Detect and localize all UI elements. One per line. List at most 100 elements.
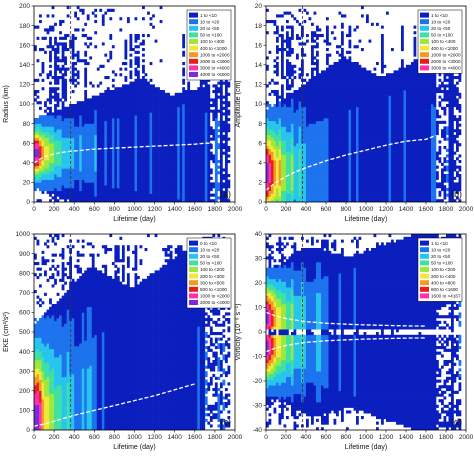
legend-swatch (420, 273, 429, 279)
legend-swatch (189, 267, 198, 272)
legend-swatch (420, 25, 429, 31)
legend-label: 1 to <10 (431, 13, 448, 18)
x-tick-label: 400 (301, 434, 312, 441)
legend-label: 20 to <50 (200, 26, 220, 31)
legend-label: 1 to <10 (431, 241, 448, 246)
legend-label: 200 to <400 (431, 274, 456, 279)
legend-swatch (189, 19, 198, 25)
legend-swatch (420, 19, 429, 25)
legend-swatch (189, 260, 198, 266)
x-tick-label: 600 (321, 434, 332, 441)
x-tick-label: 400 (301, 206, 312, 213)
y-tick-label: 1000 (16, 231, 31, 238)
y-tick-label: -20 (253, 378, 263, 385)
x-tick-label: 1800 (208, 206, 223, 213)
y-tick-label: 180 (19, 23, 30, 30)
y-tick-label: 2 (258, 180, 262, 187)
y-tick-label: 80 (23, 121, 31, 128)
mean-curve (265, 311, 427, 327)
y-tick-label: -10 (253, 354, 263, 361)
legend-label: 2000 to <3000 (200, 59, 230, 64)
legend-label: 400 to <800 (431, 280, 456, 285)
panel-letter: (d) (451, 417, 462, 427)
legend-label: 200 to <300 (200, 274, 225, 279)
y-tick-label: 160 (19, 42, 30, 49)
legend-label: 10 to <20 (200, 19, 220, 24)
legend-swatch (189, 12, 198, 18)
y-tick-label: 500 (19, 329, 30, 336)
x-tick-label: 1400 (167, 434, 182, 441)
x-tick-label: 200 (281, 434, 292, 441)
legend-label: 1000 to <2000 (200, 294, 230, 299)
y-tick-label: 700 (19, 290, 30, 297)
legend-label: 500 to <1000 (200, 287, 227, 292)
legend-label: 1000 to <2000 (431, 52, 461, 57)
x-tick-label: 200 (49, 206, 60, 213)
legend-label: 100 to <200 (431, 267, 456, 272)
y-tick-label: 100 (19, 101, 30, 108)
mean-curve (265, 134, 437, 191)
legend-swatch (420, 247, 429, 253)
y-tick-label: 14 (255, 62, 263, 69)
legend-swatch (420, 293, 429, 299)
legend-swatch (420, 32, 429, 38)
y-tick-label: 20 (255, 3, 263, 10)
x-tick-label: 200 (281, 206, 292, 213)
x-tick-label: 1600 (188, 206, 203, 213)
mean-curve-negative (265, 337, 427, 353)
legend-label: 50 to <100 (431, 33, 453, 38)
legend-label: 3000 to <4000 (431, 66, 461, 71)
y-tick-label: 60 (23, 140, 31, 147)
y-tick-label: -30 (253, 403, 263, 410)
x-tick-label: 0 (32, 206, 36, 213)
y-tick-label: 40 (255, 231, 263, 238)
y-tick-label: 100 (19, 408, 30, 415)
legend-label: 3000 to <4000 (200, 66, 230, 71)
x-tick-label: 1400 (167, 206, 182, 213)
legend-label: 10 to <20 (200, 247, 220, 252)
x-tick-label: 1600 (419, 206, 434, 213)
x-tick-label: 600 (89, 206, 100, 213)
x-tick-label: 600 (89, 434, 100, 441)
legend-swatch (189, 39, 198, 44)
x-axis-label: Lifetime (day) (113, 444, 155, 451)
y-tick-label: 900 (19, 251, 30, 258)
legend-label: 2000 to <3000 (431, 59, 461, 64)
y-tick-label: 120 (19, 82, 30, 89)
y-tick-label: 8 (258, 121, 262, 128)
x-tick-label: 1000 (359, 206, 374, 213)
legend-label: 50 to <100 (200, 33, 222, 38)
x-tick-label: 0 (264, 434, 268, 441)
y-tick-label: 0 (258, 199, 262, 206)
legend-swatch (189, 52, 198, 58)
y-tick-label: 18 (255, 23, 263, 30)
mean-curve (33, 383, 195, 427)
legend-swatch (420, 240, 429, 246)
legend-swatch (420, 260, 429, 266)
legend-label: 400 to <1000 (431, 46, 458, 51)
x-tick-label: 1600 (188, 434, 203, 441)
heatmap-field (34, 234, 235, 430)
x-axis-label: Lifetime (day) (345, 444, 387, 451)
x-axis-label: Lifetime (day) (113, 216, 155, 223)
y-tick-label: 10 (255, 305, 263, 312)
x-tick-label: 1200 (147, 434, 162, 441)
y-tick-label: 200 (19, 388, 30, 395)
legend-swatch (420, 52, 429, 58)
x-tick-label: 800 (109, 434, 120, 441)
legend-label: 20 to <50 (431, 254, 451, 259)
legend-swatch (420, 286, 429, 292)
y-tick-label: 0 (258, 329, 262, 336)
legend-swatch (189, 280, 198, 286)
legend-label: 800 to <1600 (431, 287, 458, 292)
panel-b: 0 200 400 600 800 1000 1200 1400 1600 1800 2000 0 2 4… (235, 3, 474, 223)
y-tick-label: 600 (19, 310, 30, 317)
panel-d: 0 200 400 600 800 1000 1200 1400 1600 1800 2000-40… (235, 231, 474, 451)
y-tick-label: 40 (23, 160, 31, 167)
legend-label: 100 to <400 (431, 39, 456, 44)
x-tick-label: 800 (341, 434, 352, 441)
